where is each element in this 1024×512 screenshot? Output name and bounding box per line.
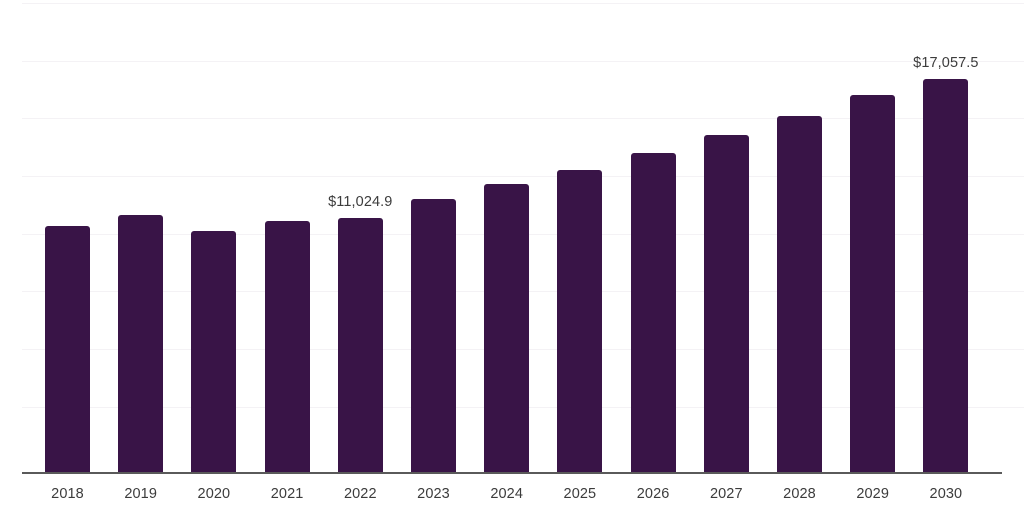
x-axis-tick-labels: 2018 2019 2020 2021 2022 2023 2024 2025 2026 2027… bbox=[0, 480, 1024, 512]
bar-2023[interactable] bbox=[411, 0, 456, 472]
bar-rect[interactable] bbox=[45, 226, 90, 472]
bar-2030[interactable]: $17,057.5 bbox=[913, 0, 979, 472]
x-tick-label-2029: 2029 bbox=[856, 486, 890, 502]
x-tick-label-2021: 2021 bbox=[270, 486, 304, 502]
bar-rect[interactable] bbox=[484, 183, 530, 472]
bar-rect[interactable] bbox=[557, 170, 603, 472]
bar-rect[interactable] bbox=[703, 135, 749, 472]
bar-value-label-2022: $11,024.9 bbox=[328, 194, 393, 211]
bar-2020[interactable] bbox=[191, 0, 237, 472]
gridline bbox=[22, 118, 1024, 119]
x-tick-label-2030: 2030 bbox=[929, 486, 963, 502]
bar-2026[interactable] bbox=[630, 0, 676, 472]
bar-2027[interactable] bbox=[703, 0, 749, 472]
x-tick-label-2023: 2023 bbox=[417, 486, 450, 502]
bar-2019[interactable] bbox=[118, 0, 164, 472]
bar-rect[interactable] bbox=[777, 116, 822, 472]
gridline bbox=[22, 3, 1024, 4]
x-axis-line bbox=[22, 472, 1002, 474]
bar-value-label-2030: $17,057.5 bbox=[913, 55, 979, 72]
bar-rect[interactable] bbox=[850, 95, 896, 472]
bar-2024[interactable] bbox=[484, 0, 530, 472]
bar-rect[interactable] bbox=[923, 79, 969, 472]
bar-rect[interactable] bbox=[411, 198, 456, 472]
plot-area: $11,024.9 $17,057.5 bbox=[45, 0, 979, 472]
gridline bbox=[22, 61, 1024, 62]
bar-2025[interactable] bbox=[557, 0, 603, 472]
bar-2021[interactable] bbox=[264, 0, 310, 472]
x-tick-label-2024: 2024 bbox=[490, 486, 524, 502]
x-tick-label-2022: 2022 bbox=[343, 486, 377, 502]
x-tick-label-2027: 2027 bbox=[709, 486, 743, 502]
bar-2018[interactable] bbox=[45, 0, 90, 472]
x-tick-label-2020: 2020 bbox=[197, 486, 231, 502]
bar-rect[interactable] bbox=[337, 218, 383, 472]
x-tick-label-2028: 2028 bbox=[783, 486, 816, 502]
x-tick-label-2018: 2018 bbox=[51, 486, 84, 502]
x-tick-label-2025: 2025 bbox=[563, 486, 597, 502]
bar-rect[interactable] bbox=[630, 153, 676, 472]
bar-2022[interactable]: $11,024.9 bbox=[328, 0, 392, 472]
x-tick-label-2019: 2019 bbox=[124, 486, 158, 502]
bar-rect[interactable] bbox=[264, 221, 310, 472]
bar-rect[interactable] bbox=[118, 215, 164, 472]
gridline bbox=[22, 176, 1024, 177]
bar-rect[interactable] bbox=[191, 231, 237, 472]
bar-2029[interactable] bbox=[850, 0, 896, 472]
bar-2028[interactable] bbox=[777, 0, 822, 472]
x-tick-label-2026: 2026 bbox=[636, 486, 670, 502]
